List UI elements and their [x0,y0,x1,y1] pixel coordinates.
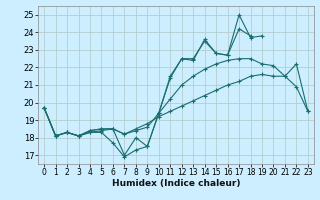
X-axis label: Humidex (Indice chaleur): Humidex (Indice chaleur) [112,179,240,188]
